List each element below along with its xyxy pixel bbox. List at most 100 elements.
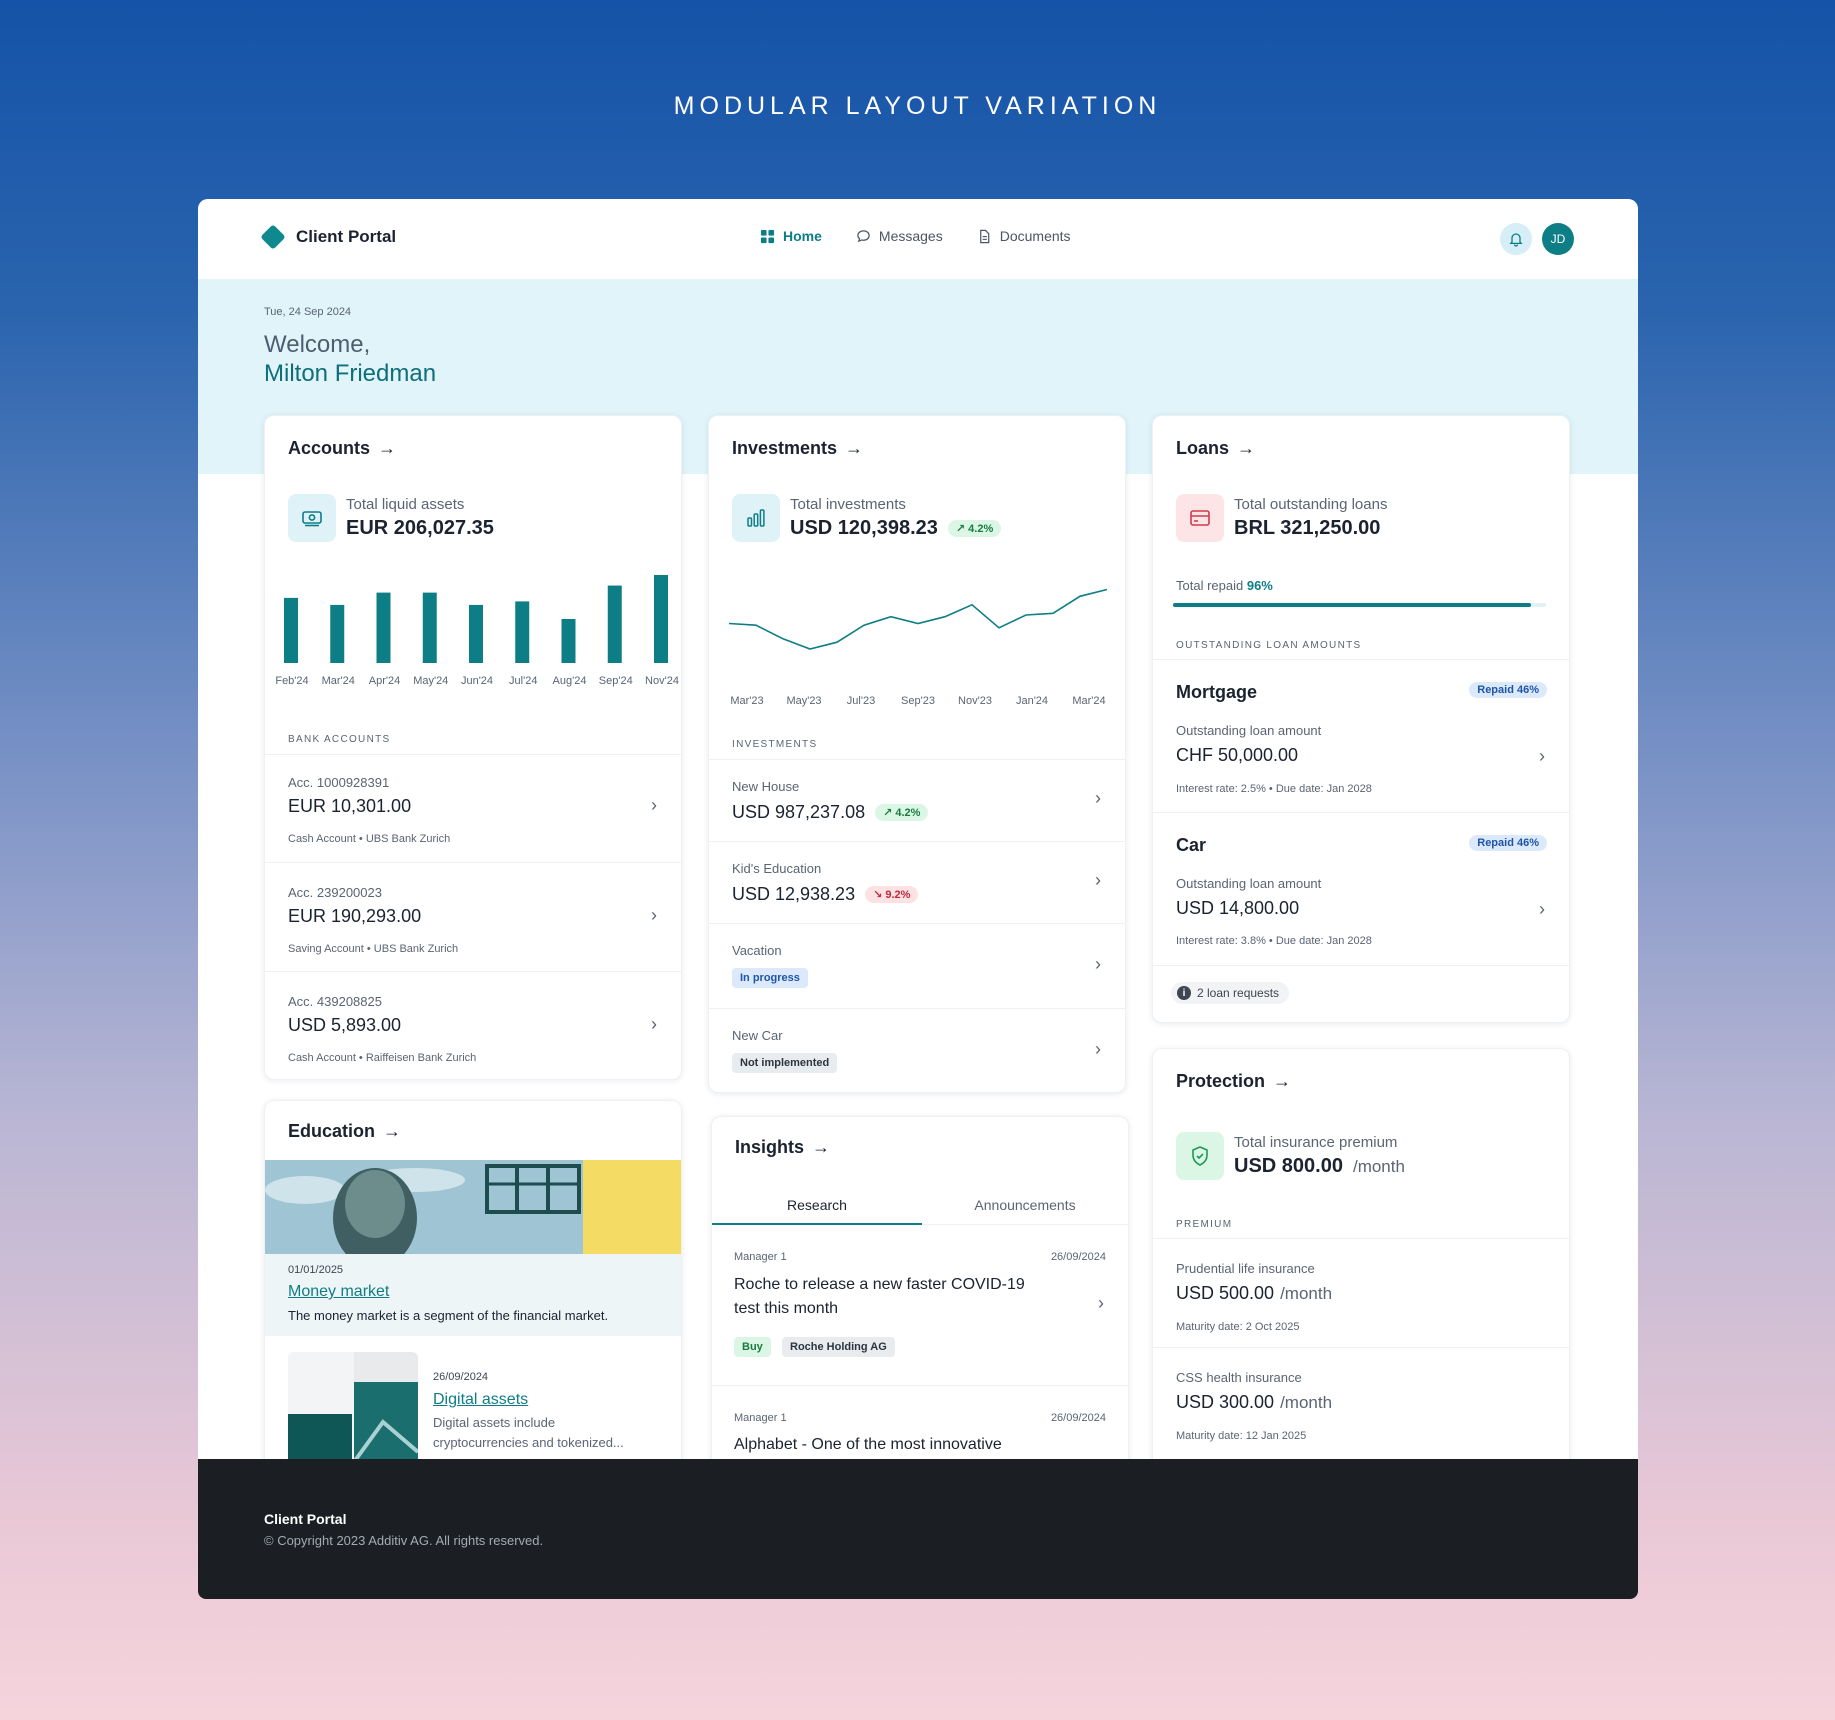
- investments-title-link[interactable]: Investments →: [732, 438, 863, 459]
- change-up-badge: ↗ 4.2%: [875, 804, 929, 821]
- investments-card: Investments → Total investments USD 120,…: [708, 415, 1126, 1093]
- change-down-value: 9.2%: [885, 889, 911, 901]
- investment-name: New House: [732, 779, 800, 794]
- nav-messages[interactable]: Messages: [856, 228, 943, 244]
- change-down-badge: ↘ 9.2%: [865, 886, 919, 903]
- loan-amount: USD 14,800.00: [1176, 898, 1300, 918]
- chevron-right-icon: ›: [1098, 1293, 1104, 1313]
- insight-item[interactable]: Manager 1 26/09/2024 Alphabet - One of t…: [712, 1385, 1128, 1467]
- investment-row[interactable]: Vacation In progress ›: [709, 923, 1125, 1008]
- investment-value: USD 987,237.08 ↗ 4.2%: [732, 802, 929, 823]
- protection-title-link[interactable]: Protection →: [1176, 1071, 1291, 1092]
- loan-requests-label: 2 loan requests: [1197, 986, 1280, 1000]
- repaid-badge: Repaid 46%: [1469, 682, 1547, 698]
- insight-title-line: Roche to release a new faster COVID-19: [734, 1276, 1025, 1293]
- account-row[interactable]: Acc. 439208825 USD 5,893.00 Cash Account…: [265, 971, 681, 1079]
- investment-amount: USD 12,938.23: [732, 884, 856, 904]
- account-meta: Cash Account • UBS Bank Zurich: [288, 833, 451, 845]
- accounts-card: Accounts → Total liquid assets EUR 206,0…: [264, 415, 682, 1080]
- total-investments-label: Total investments: [790, 496, 906, 513]
- chevron-right-icon: ›: [651, 905, 657, 925]
- account-number: Acc. 239200023: [288, 885, 382, 900]
- total-investments-value: USD 120,398.23 ↗ 4.2%: [790, 517, 1002, 540]
- insurance-row[interactable]: CSS health insurance USD 300.00 /month M…: [1153, 1347, 1569, 1467]
- portal-window: Client Portal Home Messages Documents JD: [198, 199, 1638, 1599]
- repaid-badge: Repaid 46%: [1469, 835, 1547, 851]
- article-thumbnail[interactable]: [288, 1352, 418, 1469]
- investment-row[interactable]: New House USD 987,237.08 ↗ 4.2% ›: [709, 759, 1125, 841]
- repaid-progress-fill: [1173, 603, 1532, 607]
- article-title-link[interactable]: Money market: [288, 1283, 390, 1300]
- education-feature-image[interactable]: [265, 1160, 681, 1254]
- loan-name: Car: [1176, 835, 1207, 855]
- info-icon: i: [1177, 986, 1191, 1000]
- x-tick-label: Aug'24: [553, 675, 587, 687]
- insight-item[interactable]: Manager 1 26/09/2024 Roche to release a …: [712, 1225, 1128, 1385]
- loan-requests-chip[interactable]: i 2 loan requests: [1171, 982, 1290, 1004]
- premium-unit: /month: [1352, 1156, 1405, 1176]
- x-tick-label: May'24: [413, 675, 448, 687]
- article-title-link[interactable]: Digital assets: [433, 1391, 529, 1408]
- top-navigation: Client Portal Home Messages Documents JD: [198, 199, 1638, 279]
- insurance-unit: /month: [1280, 1392, 1333, 1412]
- portrait-illustration: [265, 1160, 681, 1254]
- loan-row[interactable]: Car Repaid 46% Outstanding loan amount U…: [1153, 812, 1569, 965]
- bar: [376, 592, 391, 663]
- insurance-row[interactable]: Prudential life insurance USD 500.00 /mo…: [1153, 1238, 1569, 1347]
- bar: [469, 604, 483, 663]
- nav-home-label: Home: [783, 228, 822, 244]
- insight-title: Alphabet - One of the most innovative: [734, 1436, 1002, 1453]
- tab-announcements[interactable]: Announcements: [920, 1197, 1128, 1213]
- nav-home[interactable]: Home: [760, 228, 822, 244]
- accounts-summary: Total liquid assets EUR 206,027.35: [288, 494, 494, 542]
- bar: [515, 601, 530, 663]
- bar-chart-icon: [732, 494, 780, 542]
- nav-documents[interactable]: Documents: [977, 228, 1071, 244]
- chevron-right-icon: ›: [1095, 954, 1101, 974]
- arrow-right-icon: →: [812, 1137, 831, 1157]
- bar: [422, 592, 437, 663]
- total-liquid-assets-value: EUR 206,027.35: [346, 517, 494, 539]
- footer-brand: Client Portal: [264, 1511, 347, 1527]
- tab-research[interactable]: Research: [712, 1197, 922, 1213]
- article-description: The money market is a segment of the fin…: [288, 1308, 609, 1323]
- user-avatar[interactable]: JD: [1542, 223, 1574, 255]
- loans-title-link[interactable]: Loans →: [1176, 438, 1255, 459]
- loan-row[interactable]: Mortgage Repaid 46% Outstanding loan amo…: [1153, 659, 1569, 812]
- account-amount: USD 5,893.00: [288, 1015, 402, 1035]
- total-insurance-premium-value: USD 800.00 /month: [1234, 1155, 1405, 1178]
- education-feature-text: 01/01/2025 Money market The money market…: [265, 1254, 681, 1336]
- education-title-link[interactable]: Education →: [288, 1121, 401, 1142]
- insights-card: Insights → Research Announcements Manage…: [711, 1116, 1129, 1468]
- arrow-right-icon: →: [1273, 1071, 1292, 1091]
- chat-bubble-icon: [857, 229, 870, 242]
- insurance-meta: Maturity date: 2 Oct 2025: [1176, 1321, 1300, 1333]
- loan-amount-label: Outstanding loan amount: [1176, 723, 1322, 738]
- chart-thumbnail-illustration: [288, 1352, 418, 1469]
- education-card: Education → 01/01/2025 Money market The …: [264, 1100, 682, 1470]
- tab-announcements-label: Announcements: [974, 1197, 1076, 1213]
- investment-row[interactable]: Kid's Education USD 12,938.23 ↘ 9.2% ›: [709, 841, 1125, 923]
- protection-card: Protection → Total insurance premium USD…: [1152, 1048, 1570, 1468]
- insights-title: Insights: [735, 1137, 805, 1157]
- x-tick-label: May'23: [786, 695, 821, 707]
- account-number: Acc. 1000928391: [288, 775, 390, 790]
- current-date: Tue, 24 Sep 2024: [264, 306, 352, 318]
- repaid-progress-track: [1173, 603, 1546, 607]
- account-row[interactable]: Acc. 239200023 EUR 190,293.00 Saving Acc…: [265, 862, 681, 970]
- insights-title-link[interactable]: Insights →: [735, 1137, 830, 1158]
- bank-accounts-caption: BANK ACCOUNTS: [288, 734, 391, 745]
- brand[interactable]: Client Portal: [260, 224, 396, 250]
- article-description: Digital assets include: [433, 1415, 556, 1430]
- investment-value: USD 12,938.23 ↘ 9.2%: [732, 884, 919, 905]
- accounts-title-link[interactable]: Accounts →: [288, 438, 396, 459]
- bar: [607, 585, 622, 663]
- account-row[interactable]: Acc. 1000928391 EUR 10,301.00 Cash Accou…: [265, 754, 681, 862]
- x-tick-label: Sep'24: [599, 675, 633, 687]
- total-insurance-premium-label: Total insurance premium: [1234, 1134, 1398, 1151]
- investment-row[interactable]: New Car Not implemented ›: [709, 1008, 1125, 1092]
- notifications-button[interactable]: [1500, 223, 1532, 255]
- insight-author: Manager 1: [734, 1251, 787, 1263]
- loan-amount-label: Outstanding loan amount: [1176, 876, 1322, 891]
- insurance-unit: /month: [1280, 1283, 1333, 1303]
